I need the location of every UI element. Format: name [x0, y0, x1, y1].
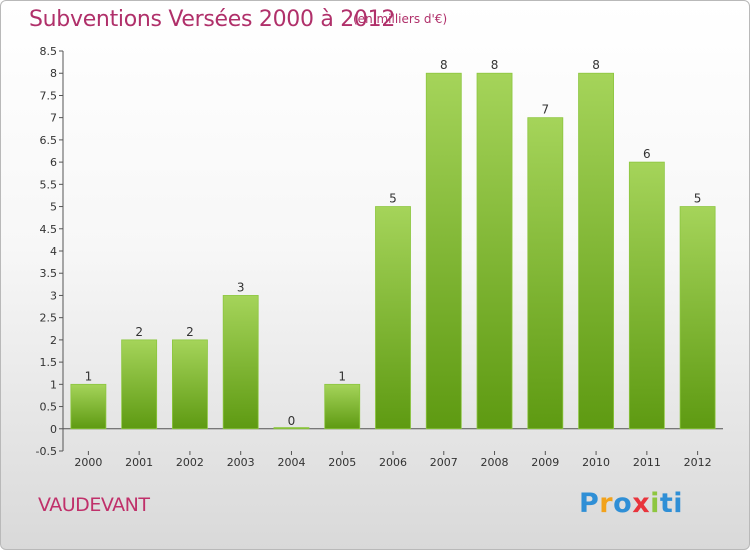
y-tick-label: 8: [50, 67, 57, 80]
x-tick-label: 2002: [176, 456, 204, 469]
y-tick-label: 4: [50, 245, 57, 258]
x-tick-label: 2001: [125, 456, 153, 469]
x-tick-label: 2007: [430, 456, 458, 469]
bar-value-label: 8: [440, 58, 448, 72]
bar-2006[interactable]: [375, 206, 411, 430]
bar-2004[interactable]: [273, 427, 310, 430]
bar-2001[interactable]: [121, 339, 158, 430]
x-tick-label: 2012: [684, 456, 712, 469]
bar-value-label: 2: [186, 325, 194, 339]
bar-value-label: 1: [338, 369, 346, 383]
x-tick-label: 2004: [277, 456, 305, 469]
bar-value-label: 3: [237, 280, 245, 294]
y-tick-label: 6: [50, 156, 57, 169]
bar-2009[interactable]: [527, 117, 564, 430]
bar-value-label: 8: [592, 58, 600, 72]
bar-2003[interactable]: [222, 295, 259, 430]
bar-2012[interactable]: [679, 206, 716, 430]
y-tick-label: 1.5: [40, 356, 58, 369]
bar-value-label: 6: [643, 147, 651, 161]
y-tick-label: 7.5: [40, 89, 58, 102]
bar-2005[interactable]: [324, 383, 361, 430]
x-tick-label: 2006: [379, 456, 407, 469]
commune-name: VAUDEVANT: [38, 494, 150, 516]
bar-value-label: 1: [85, 369, 93, 383]
chart-title: Subventions Versées 2000 à 2012: [29, 7, 396, 32]
y-tick-label: 5: [50, 201, 57, 214]
y-tick-label: 2: [50, 334, 57, 347]
y-tick-label: 0.5: [40, 401, 58, 414]
chart-subtitle: (en milliers d'€): [353, 12, 448, 26]
proxiti-logo[interactable]: Proxiti: [579, 488, 683, 519]
bar-2008[interactable]: [476, 72, 513, 430]
x-tick-label: 2011: [633, 456, 661, 469]
bar-2000[interactable]: [70, 383, 107, 430]
y-tick-label: 6.5: [40, 134, 58, 147]
y-tick-label: 1: [50, 378, 57, 391]
bar-2010[interactable]: [578, 72, 614, 430]
bar-2002[interactable]: [172, 339, 208, 430]
logo-letter: o: [613, 488, 633, 519]
bar-value-label: 5: [389, 192, 397, 206]
y-tick-label: 0: [50, 423, 57, 436]
bar-2007[interactable]: [425, 72, 462, 430]
logo-letter: P: [579, 488, 600, 519]
x-tick-label: 2010: [582, 456, 610, 469]
y-tick-label: -0.5: [36, 445, 57, 458]
y-tick-label: 3: [50, 289, 57, 302]
logo-letter: ti: [659, 488, 684, 519]
x-tick-label: 2005: [328, 456, 356, 469]
bar-value-label: 8: [491, 58, 499, 72]
bar-value-label: 7: [541, 103, 549, 117]
bar-value-label: 5: [694, 192, 702, 206]
logo-letter: x: [632, 488, 651, 519]
bar-value-label: 2: [135, 325, 143, 339]
y-tick-label: 8.5: [40, 45, 58, 58]
y-tick-label: 5.5: [40, 178, 58, 191]
logo-letter: r: [599, 488, 614, 519]
x-tick-label: 2000: [74, 456, 102, 469]
logo-letter: i: [650, 488, 660, 519]
bar-value-label: 0: [288, 414, 296, 428]
x-tick-label: 2003: [227, 456, 255, 469]
x-tick-label: 2008: [481, 456, 509, 469]
y-tick-label: 7: [50, 112, 57, 125]
bar-2011[interactable]: [628, 161, 665, 430]
y-tick-label: 2.5: [40, 312, 58, 325]
y-tick-label: 3.5: [40, 267, 58, 280]
x-tick-label: 2009: [531, 456, 559, 469]
y-tick-label: 4.5: [40, 223, 58, 236]
